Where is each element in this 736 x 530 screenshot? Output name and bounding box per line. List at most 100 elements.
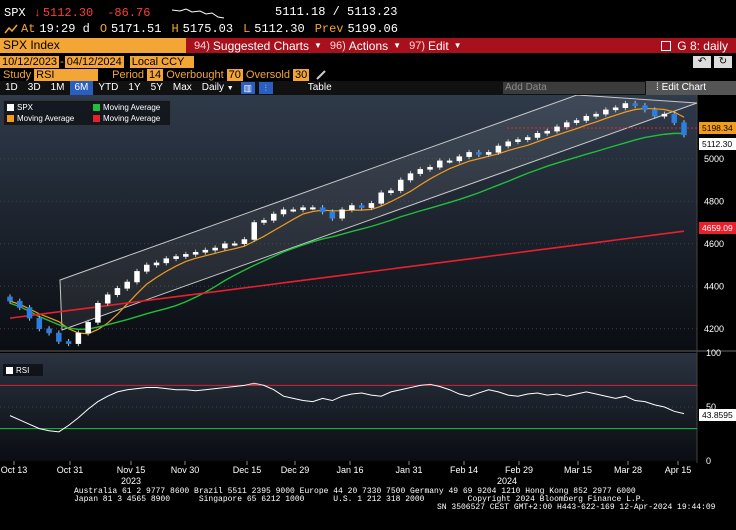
candle-body	[534, 133, 541, 138]
quote-row-price: SPX ↓ 5112.30 -86.76 5111.18 / 5113.23	[4, 5, 397, 21]
candle-body	[397, 179, 404, 191]
candle-body	[651, 109, 658, 117]
table-button[interactable]: Table	[307, 82, 332, 93]
study-bar: Study RSI Period 14 Overbought 70 Overso…	[0, 68, 736, 81]
security-title[interactable]: SPX Index	[0, 38, 186, 53]
period-field[interactable]: 14	[146, 68, 164, 81]
range-5y[interactable]: 5Y	[150, 82, 163, 93]
ma-long-value-tag: 4659.09	[702, 223, 733, 233]
candle-body	[75, 332, 82, 344]
candle-body	[329, 211, 336, 219]
candle-body	[222, 243, 228, 249]
year-label: 2024	[497, 476, 517, 486]
legend-item[interactable]: Moving Average	[7, 114, 74, 123]
price-panel-background	[0, 95, 697, 350]
rsi-value-tag-bg	[699, 409, 736, 421]
candle-body	[632, 103, 638, 106]
legend-item[interactable]: Moving Average	[93, 114, 160, 123]
chart-legend[interactable]: SPX Moving Average Moving Average Moving…	[3, 100, 171, 126]
candle-body	[95, 303, 101, 323]
start-date-field[interactable]: 10/12/2023	[0, 55, 60, 68]
rsi-legend-label: RSI	[16, 365, 30, 375]
overbought-field[interactable]: 70	[226, 68, 243, 81]
x-tick-label: Feb 14	[450, 465, 478, 475]
candle-body	[554, 126, 560, 132]
study-name-field[interactable]: RSI	[34, 68, 99, 81]
menu-actions[interactable]: 96) Actions ▼	[330, 39, 401, 53]
range-max[interactable]: Max	[172, 82, 192, 93]
legend-item[interactable]: Moving Average	[93, 103, 160, 112]
at-label: At	[21, 22, 36, 36]
x-tick-label: Mar 28	[614, 465, 642, 475]
last-price-value-tag: 5112.30	[702, 139, 732, 149]
x-tick-label: Nov 15	[117, 465, 146, 475]
legend-label: Moving Average	[103, 103, 161, 112]
rsi-value-tag: 43.8595	[702, 410, 733, 420]
candle-body	[85, 322, 91, 334]
rsi-axis-label: 100	[706, 348, 721, 358]
range-1y[interactable]: 1Y	[128, 82, 141, 93]
rsi-legend[interactable]: RSI	[3, 364, 43, 376]
chart-svg[interactable]: 5000 4800 4600 4400 4200 100 50 0 5198.34 5112.3…	[0, 95, 736, 530]
chart-area[interactable]: 5000 4800 4600 4400 4200 100 50 0 5198.34 5112.3…	[0, 95, 736, 530]
oversold-field[interactable]: 30	[292, 68, 310, 81]
currency-field[interactable]: Local CCY	[129, 55, 195, 68]
legend-item[interactable]: SPX	[7, 103, 33, 112]
end-date-field[interactable]: 04/12/2024	[64, 55, 124, 68]
range-3d[interactable]: 3D	[27, 82, 41, 93]
candle-body	[231, 243, 238, 246]
candle-body	[446, 160, 453, 163]
candle-body	[417, 169, 424, 174]
candle-body	[290, 209, 297, 212]
interval-select[interactable]: Daily ▼	[197, 81, 239, 95]
menu-edit[interactable]: 97) Edit ▼	[409, 39, 462, 53]
quote-time: 19:29 d	[39, 22, 90, 36]
candle-body	[163, 258, 170, 264]
high-value: 5175.03	[182, 22, 234, 36]
menu-suggested-charts[interactable]: 94) Suggested Charts ▼	[194, 39, 322, 53]
candle-body	[485, 152, 492, 155]
price-axis-label: 4800	[704, 196, 724, 206]
candle-body	[612, 107, 619, 111]
range-1m[interactable]: 1M	[50, 82, 65, 93]
low-value: 5112.30	[254, 22, 305, 36]
footer-line-1: Australia 61 2 9777 8600 Brazil 5511 239…	[74, 487, 636, 496]
menu-bar: SPX Index 94) Suggested Charts ▼ 96) Act…	[0, 38, 736, 53]
param-bar-controls: ↶ ↻	[693, 55, 732, 68]
year-label: 2023	[121, 476, 141, 486]
undo-icon[interactable]: ↶	[693, 55, 711, 68]
overbought-label: Overbought	[166, 68, 224, 81]
candle-body	[358, 205, 365, 208]
caret-down-icon: ▼	[313, 41, 322, 50]
chart-type-icon[interactable]: ▥	[240, 82, 255, 94]
pencil-icon[interactable]	[315, 69, 327, 81]
popout-icon[interactable]	[661, 40, 672, 51]
range-1d[interactable]: 1D	[5, 82, 18, 93]
candle-body	[7, 296, 13, 302]
candle-body	[505, 141, 511, 147]
x-tick-label: Oct 13	[1, 465, 28, 475]
open-value: 5171.51	[111, 22, 162, 36]
candle-body	[134, 271, 140, 283]
refresh-icon[interactable]: ↻	[714, 55, 732, 68]
range-ytd[interactable]: YTD	[98, 82, 119, 93]
edit-chart-button[interactable]: ⁞ Edit Chart	[646, 81, 736, 95]
value-tags: 5198.34 5112.30 4659.09 43.8595	[699, 122, 736, 421]
add-data-input[interactable]: Add Data	[503, 82, 645, 94]
caret-down-icon: ▼	[226, 85, 234, 92]
candle-body	[681, 122, 687, 136]
moving-average-short	[9, 107, 685, 335]
menu-number: 97)	[409, 39, 425, 52]
price-change: -86.76	[107, 6, 151, 20]
bar-style-icon[interactable]: ⫶	[258, 82, 273, 94]
legend-label: Moving Average	[17, 114, 75, 123]
candle-body	[46, 328, 52, 334]
menu-label: Suggested Charts	[212, 38, 309, 53]
candle-body	[564, 122, 570, 128]
menu-number: 94)	[194, 39, 210, 52]
menu-label: Edit	[427, 38, 449, 53]
range-6m[interactable]: 6M	[69, 81, 94, 95]
candle-body	[114, 288, 121, 295]
prev-value: 5199.06	[347, 22, 398, 36]
window-group[interactable]: G 8: daily	[661, 39, 728, 53]
